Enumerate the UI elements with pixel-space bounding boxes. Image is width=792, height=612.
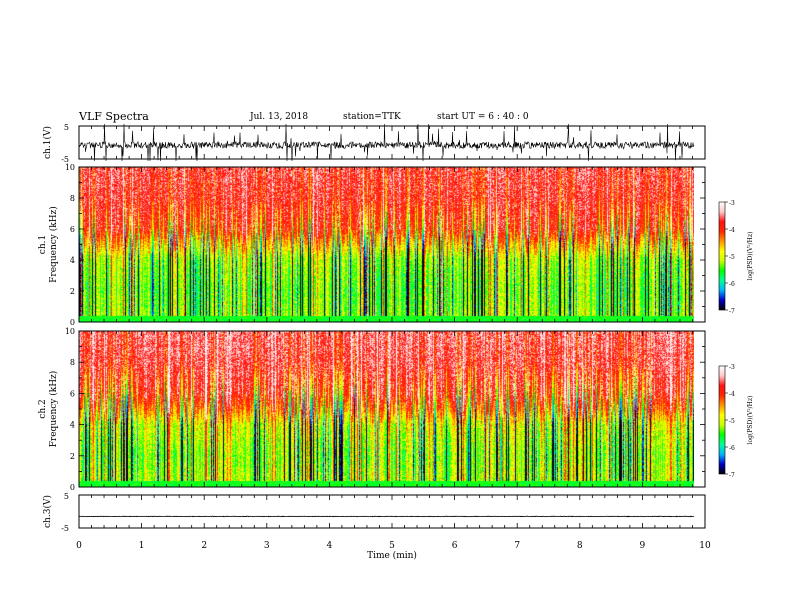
colorbar-tick-label: -5 [729, 418, 735, 425]
spectrogram-ch1-heatmap [79, 167, 694, 322]
colorbar-label: log(PSD)(V²/Hz) [747, 232, 754, 281]
y-tick-label: 5 [64, 123, 69, 132]
y-tick-label: 2 [70, 287, 75, 296]
y-tick-label: 4 [70, 256, 75, 265]
y-tick-label: -5 [61, 524, 69, 533]
y-tick-label: 8 [70, 194, 75, 203]
y-axis-label: ch.2 [38, 399, 48, 418]
colorbar-tick-label: -7 [729, 472, 735, 479]
x-tick-label: 10 [699, 541, 711, 551]
colorbar-tick-label: -4 [729, 391, 735, 398]
x-tick-label: 7 [514, 541, 520, 551]
chart-title: VLF Spectra [79, 110, 149, 123]
y-tick-label: 0 [70, 318, 75, 327]
x-tick-label: 3 [264, 541, 270, 551]
x-tick-label: 5 [389, 541, 395, 551]
y-tick-label: 6 [70, 389, 75, 398]
station-label: station=TTK [343, 112, 401, 122]
y-tick-label: 0 [70, 483, 75, 492]
y-tick-label: 4 [70, 421, 75, 430]
y-tick-label: 2 [70, 452, 75, 461]
x-axis-label: Time (min) [367, 550, 417, 561]
ch1-waveform-line [78, 123, 695, 162]
x-tick-label: 2 [201, 541, 207, 551]
ch3-waveform-line [78, 515, 695, 518]
y-axis-label: ch.1 [38, 235, 48, 254]
x-tick-label: 6 [452, 541, 458, 551]
y-tick-label: 6 [70, 225, 75, 234]
colorbar-tick-label: -7 [729, 308, 735, 315]
colorbar-ch1 [718, 201, 726, 311]
y-tick-label: 10 [65, 327, 75, 336]
y-tick-label: -5 [61, 155, 69, 164]
colorbar-tick-label: -5 [729, 254, 735, 261]
x-tick-label: 8 [577, 541, 583, 551]
x-tick-label: 1 [139, 541, 145, 551]
y-axis-label: Frequency (kHz) [48, 371, 59, 448]
colorbar-tick-label: -6 [729, 281, 735, 288]
colorbar-tick-label: -6 [729, 445, 735, 452]
spectrogram-ch2-heatmap [79, 331, 694, 487]
y-tick-label: 8 [70, 358, 75, 367]
colorbar-label: log(PSD)(V²/Hz) [747, 396, 754, 445]
colorbar-tick-label: -3 [729, 364, 735, 371]
start-time-label: start UT = 6 : 40 : 0 [437, 112, 529, 122]
date-label: Jul. 13, 2018 [250, 112, 309, 122]
y-axis-label: Frequency (kHz) [48, 206, 59, 283]
colorbar-tick-label: -3 [729, 200, 735, 207]
x-tick-label: 0 [76, 541, 82, 551]
x-tick-label: 9 [640, 541, 646, 551]
x-tick-label: 4 [327, 541, 333, 551]
y-axis-label: ch.3(V) [42, 495, 53, 528]
y-tick-label: 10 [65, 163, 75, 172]
y-tick-label: 5 [64, 492, 69, 501]
y-axis-label: ch.1(V) [42, 126, 53, 159]
colorbar-tick-label: -4 [729, 227, 735, 234]
colorbar-ch2 [718, 365, 726, 475]
